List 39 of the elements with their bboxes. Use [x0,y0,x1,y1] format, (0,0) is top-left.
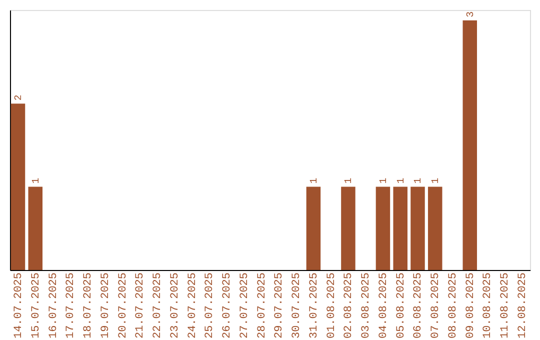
x-tick-label: 11.08.2025 [500,272,512,339]
data-label: 1 [31,178,42,184]
data-label: 1 [431,178,442,184]
x-tick-label: 10.08.2025 [482,272,494,339]
x-tick-label: 03.08.2025 [360,272,373,339]
x-tick-label: 23.07.2025 [169,272,182,339]
x-tick-label: 17.07.2025 [65,272,78,339]
data-label: 1 [414,178,425,184]
x-tick-label: 30.07.2025 [291,272,304,339]
data-label: 1 [344,178,356,184]
x-tick-label: 15.07.2025 [30,272,42,339]
data-label: 2 [14,94,25,101]
x-tick-label: 16.07.2025 [48,272,60,339]
data-label: 1 [378,178,390,184]
x-tick-label: 25.07.2025 [204,272,216,339]
x-tick-label: 20.07.2025 [117,272,130,339]
data-label: 3 [466,11,477,18]
x-tick-label: 05.08.2025 [395,272,408,339]
x-tick-label: 19.07.2025 [100,272,112,339]
x-tick-label: 14.07.2025 [12,272,25,339]
x-tick-label: 02.08.2025 [343,272,356,339]
x-tick-label: 24.07.2025 [186,272,199,339]
x-tick-label: 26.07.2025 [222,272,234,339]
x-tick-label: 08.08.2025 [447,272,460,339]
x-tick-label: 09.08.2025 [464,272,477,339]
data-label: 1 [396,178,408,184]
x-tick-label: 29.07.2025 [274,272,286,339]
x-tick-label: 06.08.2025 [412,272,425,339]
x-tick-label: 04.08.2025 [378,272,390,339]
data-label: 1 [309,178,320,184]
x-tick-label: 27.07.2025 [238,272,251,339]
x-tick-label: 28.07.2025 [256,272,268,339]
x-tick-label: 12.08.2025 [517,272,530,339]
x-tick-label: 18.07.2025 [82,272,95,339]
x-tick-label: 01.08.2025 [326,272,338,339]
x-tick-label: 22.07.2025 [152,272,164,339]
x-tick-label: 31.07.2025 [308,272,320,339]
x-tick-label: 21.07.2025 [134,272,147,339]
x-tick-label: 07.08.2025 [430,272,442,339]
